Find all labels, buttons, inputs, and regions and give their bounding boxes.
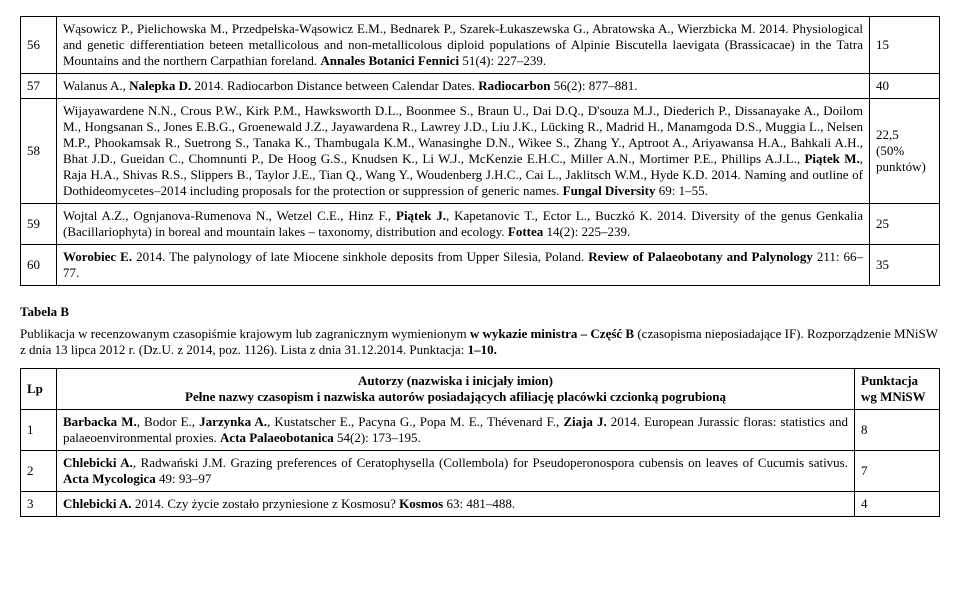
row-number: 3	[21, 492, 57, 517]
row-number: 60	[21, 245, 57, 286]
row-citation: Chlebicki A. 2014. Czy życie zostało prz…	[57, 492, 855, 517]
row-citation: Worobiec E. 2014. The palynology of late…	[57, 245, 870, 286]
table-b-subtitle: Publikacja w recenzowanym czasopiśmie kr…	[20, 326, 940, 358]
row-citation: Walanus A., Nalepka D. 2014. Radiocarbon…	[57, 74, 870, 99]
header-lp: Lp	[21, 369, 57, 410]
row-citation: Chlebicki A., Radwański J.M. Grazing pre…	[57, 451, 855, 492]
row-number: 2	[21, 451, 57, 492]
row-number: 56	[21, 17, 57, 74]
row-points: 25	[870, 204, 940, 245]
header-authors: Autorzy (nazwiska i inicjały imion) Pełn…	[57, 369, 855, 410]
row-citation: Wijayawardene N.N., Crous P.W., Kirk P.M…	[57, 99, 870, 204]
row-points: 22,5(50% punktów)	[870, 99, 940, 204]
row-points: 4	[855, 492, 940, 517]
row-number: 1	[21, 410, 57, 451]
header-points: Punktacja wg MNiSW	[855, 369, 940, 410]
table-row: 56Wąsowicz P., Pielichowska M., Przedpeł…	[21, 17, 940, 74]
table-b-title: Tabela B	[20, 304, 940, 320]
row-number: 58	[21, 99, 57, 204]
row-citation: Wąsowicz P., Pielichowska M., Przedpełsk…	[57, 17, 870, 74]
table-row: 2Chlebicki A., Radwański J.M. Grazing pr…	[21, 451, 940, 492]
row-points: 7	[855, 451, 940, 492]
row-points: 35	[870, 245, 940, 286]
row-citation: Wojtal A.Z., Ognjanova-Rumenova N., Wetz…	[57, 204, 870, 245]
table-row: 57Walanus A., Nalepka D. 2014. Radiocarb…	[21, 74, 940, 99]
table-row: 3Chlebicki A. 2014. Czy życie zostało pr…	[21, 492, 940, 517]
table-row: 60Worobiec E. 2014. The palynology of la…	[21, 245, 940, 286]
row-points: 8	[855, 410, 940, 451]
row-citation: Barbacka M., Bodor E., Jarzynka A., Kust…	[57, 410, 855, 451]
table-row: 1Barbacka M., Bodor E., Jarzynka A., Kus…	[21, 410, 940, 451]
table-b: Lp Autorzy (nazwiska i inicjały imion) P…	[20, 368, 940, 517]
row-points: 15	[870, 17, 940, 74]
table-row: 58Wijayawardene N.N., Crous P.W., Kirk P…	[21, 99, 940, 204]
row-points: 40	[870, 74, 940, 99]
row-number: 57	[21, 74, 57, 99]
table-a: 56Wąsowicz P., Pielichowska M., Przedpeł…	[20, 16, 940, 286]
table-row: 59Wojtal A.Z., Ognjanova-Rumenova N., We…	[21, 204, 940, 245]
row-number: 59	[21, 204, 57, 245]
